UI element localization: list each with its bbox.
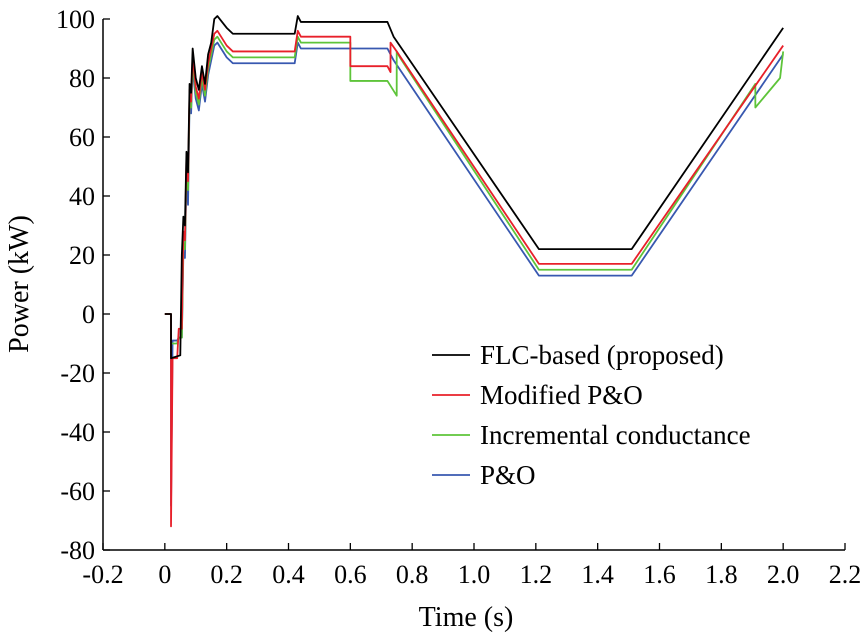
x-tick-label: 0.2 (210, 560, 243, 589)
y-tick-label: -60 (60, 477, 95, 506)
axes: -0.2 0 0.2 0.4 0.6 0.8 1.0 1.2 1.4 1.6 1.8 2.0 2.2 -8… (56, 5, 861, 589)
x-tick-label: -0.2 (82, 560, 123, 589)
y-tick-label: 40 (69, 182, 95, 211)
series-line-1 (164, 29, 784, 528)
y-tick-label: 60 (69, 123, 95, 152)
x-tick-label: 1.2 (520, 560, 553, 589)
y-tick-label: -80 (60, 536, 95, 565)
x-tick-label: 0.4 (272, 560, 305, 589)
y-tick-label: 20 (69, 241, 95, 270)
x-tick-label: 1.6 (643, 560, 676, 589)
legend: FLC-based (proposed) Modified P&O Incremen… (432, 340, 751, 490)
y-tick-label: 80 (69, 64, 95, 93)
legend-label: Incremental conductance (480, 420, 751, 450)
x-tick-label: 2.2 (829, 560, 862, 589)
x-tick-label: 1.0 (458, 560, 491, 589)
legend-label: FLC-based (proposed) (480, 340, 724, 370)
x-tick-label: 0 (158, 560, 171, 589)
plot-lines (164, 15, 785, 528)
series-line-0 (164, 15, 784, 360)
legend-label: Modified P&O (480, 380, 643, 410)
y-axis-title: Power (kW) (4, 215, 35, 353)
x-tick-label: 0.8 (396, 560, 429, 589)
y-tick-label: -40 (60, 418, 95, 447)
legend-label: P&O (480, 460, 536, 490)
y-tick-label: 0 (82, 300, 95, 329)
x-tick-label: 1.4 (581, 560, 614, 589)
x-tick-label: 2.0 (767, 560, 800, 589)
x-axis-title: Time (s) (419, 602, 514, 633)
x-tick-label: 1.8 (705, 560, 738, 589)
y-tick-label: 100 (56, 5, 95, 34)
y-tick-label: -20 (60, 359, 95, 388)
x-tick-label: 0.6 (334, 560, 367, 589)
